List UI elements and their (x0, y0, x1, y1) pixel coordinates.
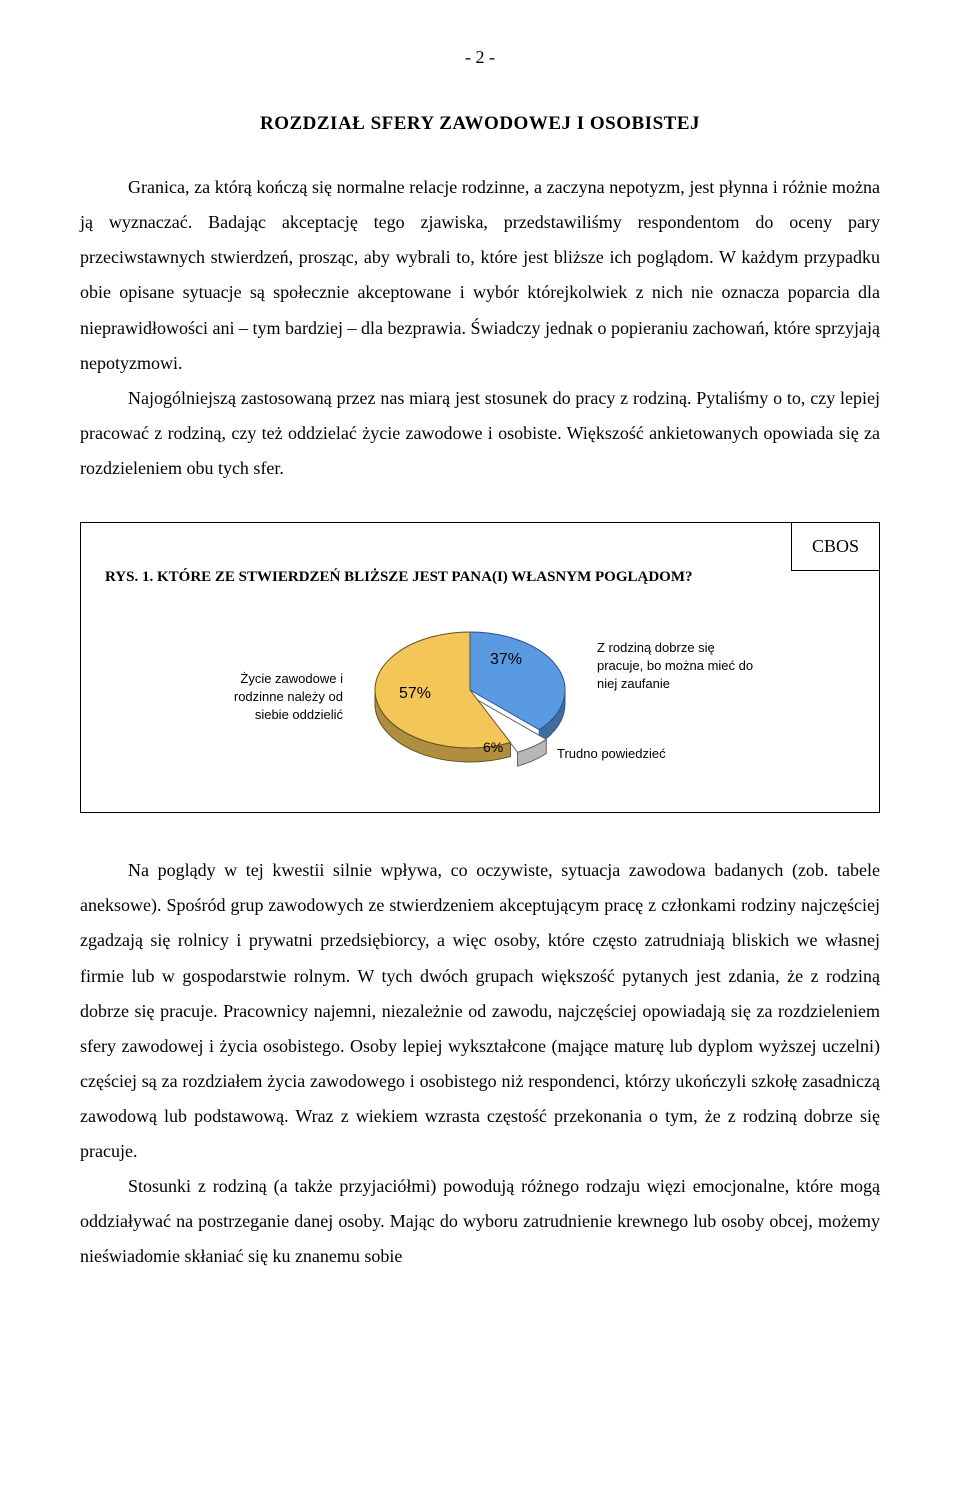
paragraph-4: Stosunki z rodziną (a także przyjaciółmi… (80, 1169, 880, 1274)
right-labels: Z rodziną dobrze się pracuje, bo można m… (597, 631, 757, 764)
slice-label-3: Trudno powiedzieć (557, 745, 757, 763)
section-title: ROZDZIAŁ SFERY ZAWODOWEJ I OSOBISTEJ (80, 105, 880, 142)
pie-svg-wrap: 57% 37% 6% (355, 612, 585, 782)
figure-caption: RYS. 1. KTÓRE ZE STWIERDZEŃ BLIŻSZE JEST… (105, 563, 855, 592)
pct-label-6: 6% (483, 734, 503, 761)
pct-label-57: 57% (399, 678, 431, 709)
pct-label-37: 37% (490, 644, 522, 675)
slice-label-1: Życie zawodowe i rodzinne należy od sieb… (203, 670, 343, 725)
paragraph-2: Najogólniejszą zastosowaną przez nas mia… (80, 381, 880, 486)
cbos-tag: CBOS (791, 522, 880, 571)
paragraph-1: Granica, za którą kończą się normalne re… (80, 170, 880, 381)
pie-svg (355, 612, 585, 782)
pie-chart: Życie zawodowe i rodzinne należy od sieb… (105, 612, 855, 782)
slice-label-2: Z rodziną dobrze się pracuje, bo można m… (597, 639, 757, 694)
figure-box: CBOS RYS. 1. KTÓRE ZE STWIERDZEŃ BLIŻSZE… (80, 522, 880, 813)
paragraph-3: Na poglądy w tej kwestii silnie wpływa, … (80, 853, 880, 1169)
page-number: - 2 - (80, 40, 880, 75)
